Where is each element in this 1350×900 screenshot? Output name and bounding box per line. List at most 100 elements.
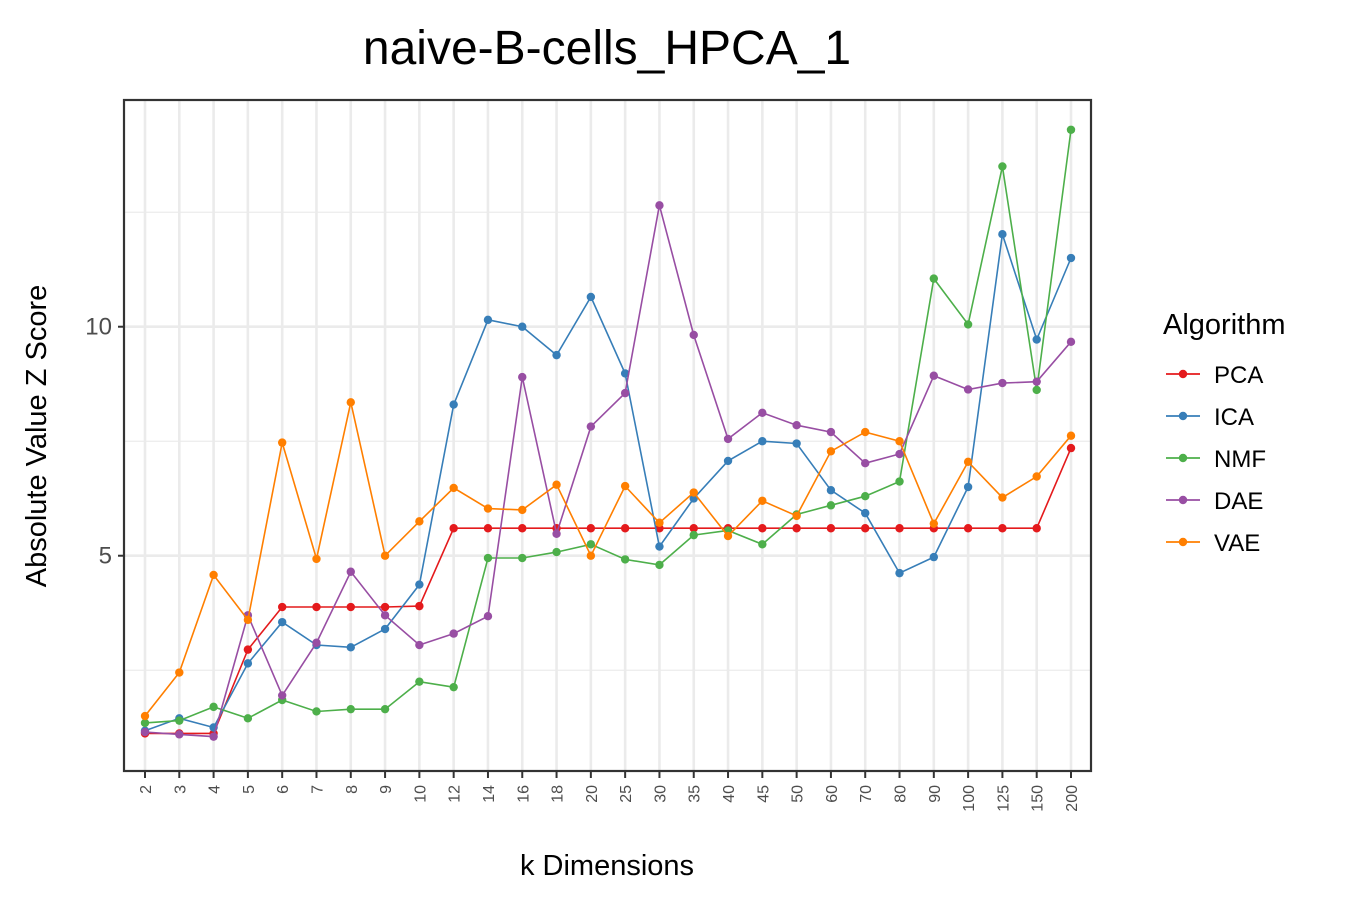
series-line-ica bbox=[144, 233, 1072, 732]
data-point-ica bbox=[861, 508, 870, 518]
data-point-vae bbox=[449, 483, 458, 493]
data-point-dae bbox=[380, 611, 390, 620]
data-point-dae bbox=[277, 691, 287, 700]
data-point-vae bbox=[552, 480, 561, 489]
series-layer bbox=[140, 125, 1076, 741]
x-tick-label: 30 bbox=[652, 785, 669, 803]
data-point-pca bbox=[861, 524, 870, 533]
data-point-vae bbox=[620, 481, 630, 491]
x-tick-label: 12 bbox=[447, 785, 464, 803]
y-axis: 5 10 bbox=[85, 314, 124, 570]
data-point-nmf bbox=[415, 677, 424, 686]
data-point-vae bbox=[243, 615, 253, 625]
x-tick-label: 6 bbox=[275, 785, 292, 794]
legend-item-dae: DAE bbox=[1166, 488, 1263, 515]
data-point-nmf bbox=[586, 540, 596, 549]
legend-label: PCA bbox=[1214, 362, 1263, 389]
data-point-ica bbox=[620, 369, 630, 378]
data-point-vae bbox=[518, 505, 527, 515]
data-point-ica bbox=[415, 580, 424, 589]
grid bbox=[124, 100, 1091, 771]
series-line-dae bbox=[144, 205, 1072, 738]
data-point-nmf bbox=[483, 553, 493, 563]
data-point-ica bbox=[380, 624, 390, 634]
data-point-pca bbox=[895, 524, 904, 533]
legend-item-ica: ICA bbox=[1166, 404, 1254, 431]
chart-title: naive-B-cells_HPCA_1 bbox=[363, 22, 851, 75]
data-point-dae bbox=[1032, 377, 1041, 386]
data-point-vae bbox=[415, 517, 424, 526]
data-point-ica bbox=[483, 315, 493, 325]
data-point-ica bbox=[552, 350, 561, 360]
data-point-ica bbox=[277, 617, 287, 627]
data-point-ica bbox=[723, 456, 733, 466]
data-point-pca bbox=[277, 602, 287, 612]
data-point-ica bbox=[449, 400, 458, 409]
data-point-dae bbox=[175, 730, 184, 739]
data-point-pca bbox=[346, 602, 355, 612]
data-point-dae bbox=[620, 388, 630, 398]
data-point-dae bbox=[1066, 337, 1076, 347]
data-point-vae bbox=[277, 438, 287, 447]
data-point-vae bbox=[209, 570, 218, 580]
plot-border bbox=[122, 98, 1093, 773]
x-tick-label: 60 bbox=[824, 785, 841, 803]
data-point-pca bbox=[586, 524, 596, 533]
data-point-ica bbox=[929, 552, 939, 562]
x-axis-title: k Dimensions bbox=[520, 850, 694, 882]
legend-label: ICA bbox=[1214, 404, 1254, 431]
data-point-vae bbox=[380, 551, 390, 560]
data-point-ica bbox=[1066, 253, 1076, 263]
data-point-ica bbox=[1032, 335, 1041, 344]
data-point-nmf bbox=[861, 491, 870, 501]
x-tick-label: 10 bbox=[412, 785, 429, 803]
data-point-nmf bbox=[895, 477, 904, 486]
data-point-vae bbox=[998, 493, 1007, 502]
data-point-pca bbox=[758, 524, 767, 533]
x-tick-label: 100 bbox=[961, 785, 978, 812]
series-line-nmf bbox=[144, 129, 1072, 724]
data-point-nmf bbox=[929, 274, 939, 283]
data-point-nmf bbox=[689, 530, 698, 540]
data-point-pca bbox=[1066, 443, 1076, 453]
data-point-nmf bbox=[1032, 385, 1041, 395]
data-point-ica bbox=[963, 482, 973, 492]
data-point-dae bbox=[895, 449, 904, 459]
x-tick-label: 2 bbox=[138, 785, 155, 794]
data-point-dae bbox=[552, 529, 561, 538]
data-point-nmf bbox=[449, 682, 458, 692]
data-point-ica bbox=[758, 437, 767, 446]
data-point-pca bbox=[963, 524, 973, 533]
x-tick-label: 200 bbox=[1064, 785, 1081, 812]
data-point-nmf bbox=[243, 714, 253, 723]
legend-label: DAE bbox=[1214, 488, 1263, 515]
data-point-dae bbox=[449, 629, 458, 638]
y-tick-label: 10 bbox=[85, 314, 112, 341]
data-point-dae bbox=[758, 408, 767, 418]
x-tick-label: 50 bbox=[790, 785, 807, 803]
data-point-dae bbox=[312, 638, 321, 647]
legend-key-point bbox=[1178, 369, 1188, 379]
data-point-pca bbox=[998, 524, 1007, 533]
data-point-ica bbox=[998, 230, 1007, 239]
legend-item-vae: VAE bbox=[1166, 530, 1260, 557]
data-point-vae bbox=[1066, 431, 1076, 440]
legend-key-point bbox=[1178, 537, 1188, 547]
x-axis: 2 3 4 5 6 7 8 9 10 12 14 16 18 20 25 30 35 40 45 50 60 70 80 90… bbox=[138, 771, 1081, 812]
data-point-nmf bbox=[998, 162, 1007, 171]
data-point-nmf bbox=[312, 707, 321, 716]
data-point-nmf bbox=[758, 540, 767, 549]
data-point-dae bbox=[689, 330, 698, 340]
data-point-nmf bbox=[826, 501, 836, 510]
x-tick-label: 25 bbox=[618, 785, 635, 803]
data-point-pca bbox=[415, 601, 424, 611]
data-point-pca bbox=[312, 602, 321, 612]
data-point-dae bbox=[415, 640, 424, 650]
data-point-dae bbox=[209, 732, 218, 741]
legend-title: Algorithm bbox=[1163, 309, 1286, 341]
data-point-vae bbox=[861, 427, 870, 437]
data-point-vae bbox=[655, 518, 664, 527]
data-point-ica bbox=[518, 322, 527, 331]
data-point-dae bbox=[998, 378, 1007, 388]
x-tick-label: 4 bbox=[207, 785, 224, 794]
